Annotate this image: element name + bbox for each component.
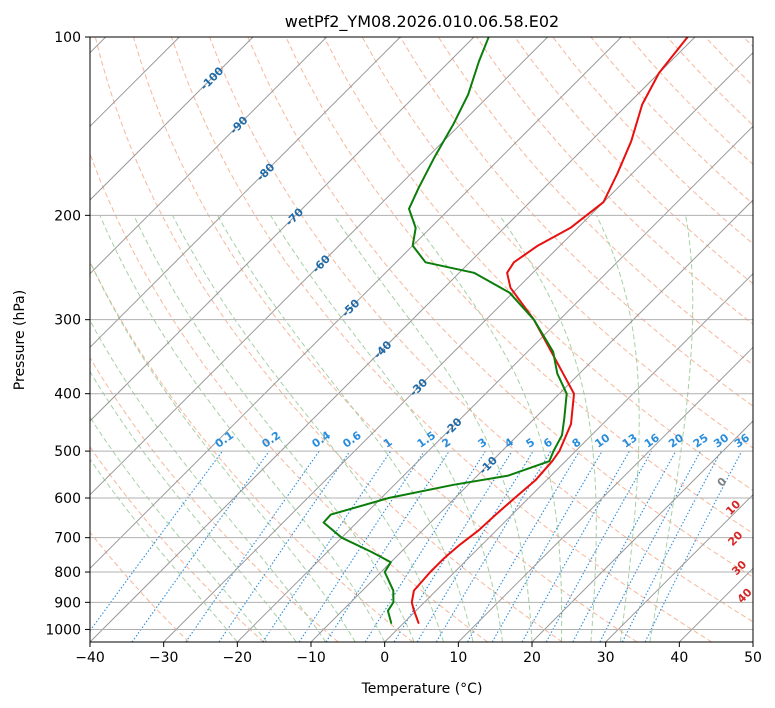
- plot-background: [90, 37, 753, 642]
- dry-adiabat: [132, 37, 638, 642]
- dewpoint-profile: [322, 37, 568, 624]
- x-tick-label: 10: [449, 650, 467, 666]
- x-tick-label: 30: [597, 650, 615, 666]
- y-tick-label: 400: [54, 387, 81, 403]
- mixing-ratio-line: [545, 450, 653, 642]
- isotherm: [163, 51, 753, 642]
- dry-adiabat: [90, 152, 488, 642]
- dry-adiabat: [90, 446, 264, 642]
- moist-adiabat: [270, 215, 503, 642]
- isotherm: [384, 272, 753, 642]
- x-tick-label: 40: [670, 650, 688, 666]
- mixing-ratio-line: [644, 450, 743, 642]
- x-tick-label: 0: [380, 650, 389, 666]
- mixing-ratio-line: [218, 450, 351, 642]
- x-tick-label: 50: [744, 650, 762, 666]
- mixing-ratio-line: [599, 450, 701, 642]
- isotherm: [531, 420, 753, 642]
- mixing-ratio-line: [185, 450, 320, 642]
- y-tick-label: 200: [54, 208, 81, 224]
- mixing-ratio-line: [364, 450, 486, 642]
- dry-adiabat: [90, 531, 190, 642]
- moist-adiabat: [90, 458, 238, 642]
- x-tick-label: 20: [523, 650, 541, 666]
- x-axis-label: Temperature (°C): [361, 681, 483, 697]
- chart-title: wetPf2_YM08.2026.010.06.58.E02: [285, 12, 559, 32]
- y-tick-label: 600: [54, 491, 81, 507]
- dry-adiabat: [361, 37, 753, 449]
- moist-adiabat: [90, 319, 327, 642]
- moist-adiabat: [499, 215, 597, 642]
- mixing-ratio-line: [298, 450, 425, 642]
- isotherm: [90, 37, 328, 275]
- mixing-ratio-line: [435, 450, 552, 642]
- moist-adiabat: [172, 215, 445, 642]
- moist-adiabat: [90, 260, 356, 642]
- isotherm: [90, 37, 549, 496]
- dry-adiabat: [399, 37, 753, 407]
- isotherm: [236, 125, 753, 642]
- isotherm: [90, 37, 475, 422]
- moist-adiabat: [409, 215, 563, 642]
- mixing-ratio-line: [521, 450, 630, 642]
- moist-adiabat: [596, 215, 640, 642]
- moist-adiabat: [133, 215, 415, 642]
- moist-adiabat: [90, 416, 268, 642]
- dry-adiabat: [285, 37, 753, 535]
- mixing-ratio-line: [325, 450, 450, 642]
- x-tick-label: −10: [296, 650, 326, 666]
- y-tick-label: 1000: [45, 622, 81, 638]
- y-tick-label: 800: [54, 565, 81, 581]
- mixing-ratio-line: [90, 450, 223, 632]
- x-tick-label: −20: [223, 650, 253, 666]
- y-tick-label: 300: [54, 313, 81, 329]
- dry-adiabat: [94, 37, 563, 642]
- y-axis-label: Pressure (hPa): [12, 290, 28, 390]
- moist-adiabat: [649, 215, 694, 642]
- mixing-ratio-line: [131, 450, 270, 642]
- dry-adiabat: [514, 37, 753, 285]
- mixing-ratio-line: [262, 450, 392, 642]
- isotherm: [752, 641, 753, 642]
- isotherm: [605, 493, 753, 642]
- dry-adiabat: [209, 37, 753, 623]
- plot-frame: [89, 36, 754, 643]
- temperature-profile: [410, 37, 689, 624]
- isotherm: [310, 199, 753, 642]
- mixing-ratio-line: [416, 450, 534, 642]
- background-lines: [90, 37, 753, 642]
- x-tick-label: −40: [75, 650, 105, 666]
- dry-adiabat: [437, 37, 753, 366]
- y-tick-label: 700: [54, 531, 81, 547]
- mixing-ratio-line: [393, 450, 513, 642]
- x-tick-label: −30: [149, 650, 179, 666]
- mixing-ratio-line: [621, 450, 722, 642]
- profile-series: [322, 37, 689, 624]
- dry-adiabat: [323, 37, 753, 491]
- isotherm: [90, 37, 622, 570]
- moist-adiabat: [90, 370, 297, 642]
- mixing-ratio-line: [572, 450, 677, 642]
- isotherm: [90, 37, 254, 201]
- dry-adiabat: [90, 356, 339, 642]
- y-tick-label: 500: [54, 444, 81, 460]
- moist-adiabat: [99, 215, 386, 642]
- dry-adiabat: [247, 37, 753, 578]
- y-tick-label: 900: [54, 595, 81, 611]
- dry-adiabat: [171, 37, 712, 642]
- axes: −40 −30 −20 −10 0 10 20 30 40 50 100 200 300 400 500 60…: [45, 30, 762, 666]
- isotherm: [90, 37, 696, 642]
- y-tick-label: 100: [54, 30, 81, 46]
- isotherm: [90, 37, 401, 349]
- isotherm: [457, 346, 753, 642]
